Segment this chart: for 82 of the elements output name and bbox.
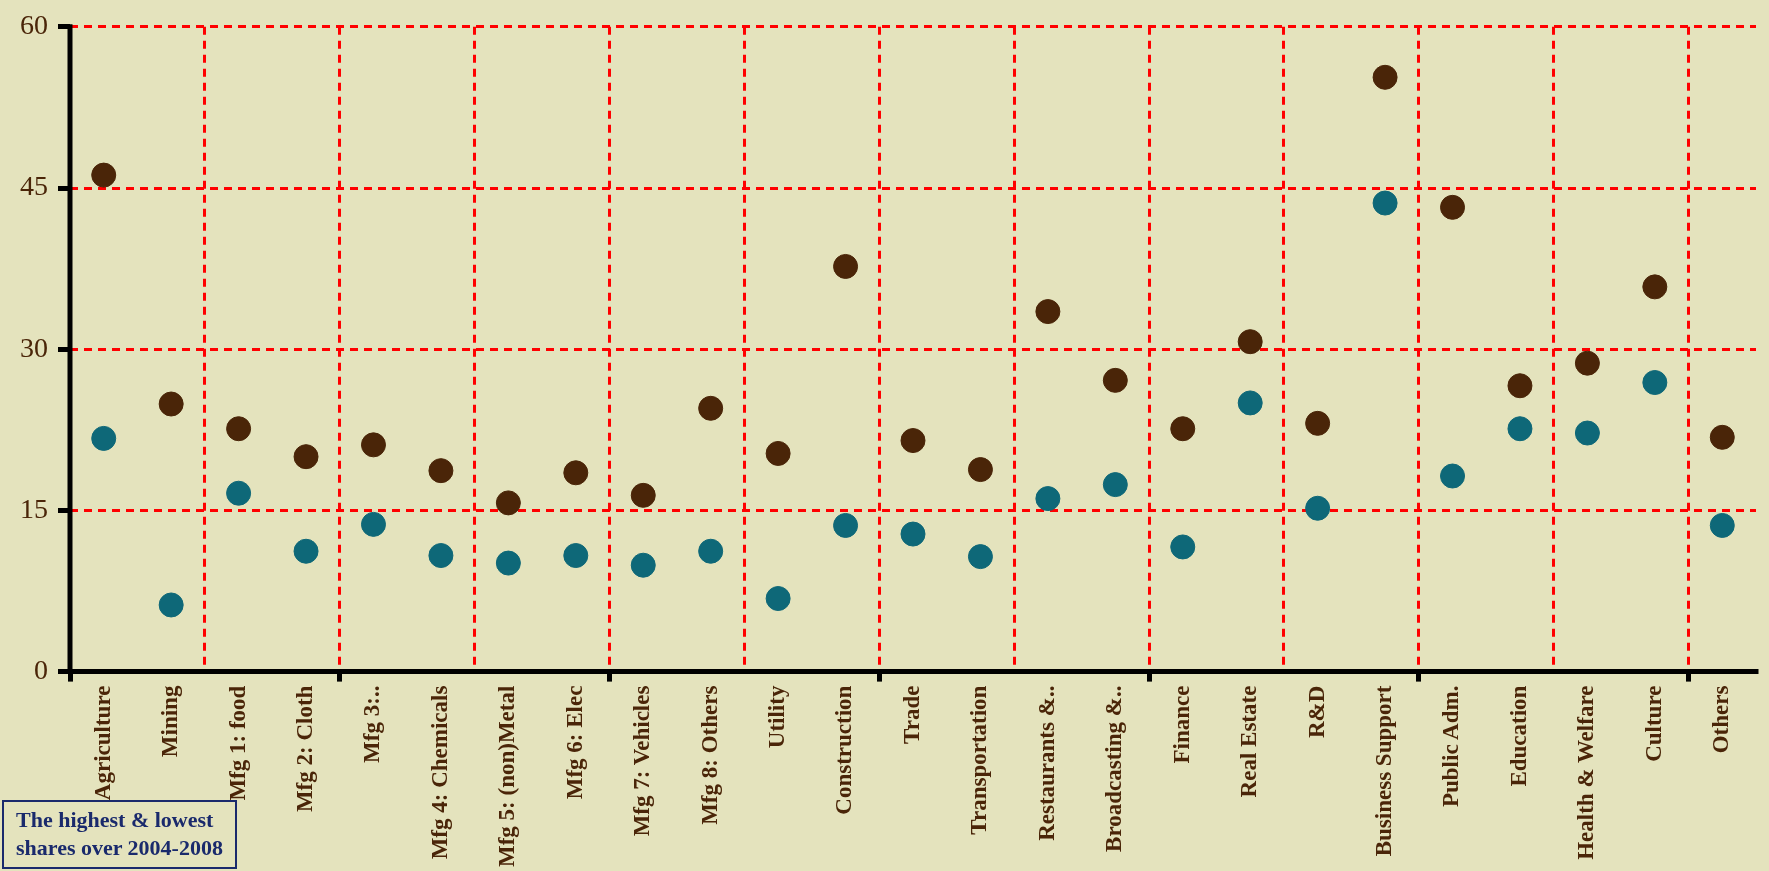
point — [91, 425, 117, 451]
point — [360, 511, 386, 537]
point — [967, 457, 993, 483]
x-tick-label: Others — [1708, 685, 1734, 754]
x-tick-label: Business Support — [1371, 685, 1397, 857]
point — [1372, 190, 1398, 216]
point — [967, 544, 993, 570]
point — [765, 586, 791, 612]
point — [1642, 370, 1668, 396]
point — [833, 253, 859, 279]
x-tick-label: Transportation — [966, 685, 992, 835]
point — [765, 440, 791, 466]
point — [1102, 472, 1128, 498]
x-tick-label: Agriculture — [89, 685, 115, 801]
point — [1035, 299, 1061, 325]
point — [1372, 64, 1398, 90]
x-tick-label: Health & Welfare — [1573, 685, 1599, 860]
x-tick-label: Mfg 1: food — [224, 685, 250, 801]
x-tick-label: Culture — [1640, 685, 1666, 762]
y-tick-label: 15 — [20, 492, 48, 524]
point — [158, 391, 184, 417]
y-tick-label: 45 — [20, 170, 48, 202]
point — [698, 538, 724, 564]
point — [1709, 512, 1735, 538]
x-tick-label: Mfg 2: Cloth — [291, 685, 317, 813]
point — [833, 512, 859, 538]
point — [900, 521, 926, 547]
x-tick-label: Finance — [1168, 685, 1194, 764]
point — [158, 592, 184, 618]
point — [1507, 373, 1533, 399]
x-tick-label: Mfg 8: Others — [696, 685, 722, 825]
point — [1170, 416, 1196, 442]
point — [495, 550, 521, 576]
point — [563, 543, 589, 569]
point — [1642, 274, 1668, 300]
y-tick-label: 30 — [20, 331, 48, 363]
x-tick-label: Mfg 5: (non)Metal — [494, 685, 520, 868]
point — [428, 458, 454, 484]
point — [360, 432, 386, 458]
x-tick-label: Trade — [898, 685, 924, 744]
point — [226, 416, 252, 442]
x-tick-label: Real Estate — [1236, 685, 1262, 798]
point — [630, 552, 656, 578]
point — [1102, 367, 1128, 393]
point — [630, 482, 656, 508]
x-tick-label: Construction — [831, 685, 857, 815]
point — [563, 460, 589, 486]
point — [1574, 350, 1600, 376]
point — [1305, 410, 1331, 436]
point — [900, 428, 926, 454]
y-tick-label: 0 — [34, 653, 48, 685]
point — [428, 543, 454, 569]
point — [1574, 420, 1600, 446]
point — [226, 480, 252, 506]
point — [293, 538, 319, 564]
x-tick-label: Public Adm. — [1438, 685, 1464, 808]
x-tick-label: Education — [1505, 685, 1531, 787]
x-tick-label: Mfg 7: Vehicles — [629, 685, 655, 837]
point — [1305, 495, 1331, 521]
x-tick-label: R&D — [1303, 685, 1329, 738]
point — [1170, 534, 1196, 560]
point — [1507, 416, 1533, 442]
point — [1440, 463, 1466, 489]
point — [1440, 194, 1466, 220]
text: The highest & lowest — [16, 805, 215, 834]
x-tick-label: Mfg 3:.. — [359, 685, 385, 763]
y-tick-label: 60 — [20, 9, 48, 41]
point — [1035, 486, 1061, 512]
x-tick-label: Mfg 4: Chemicals — [426, 685, 452, 860]
x-tick-label: Broadcasting &.. — [1101, 685, 1127, 852]
x-tick-label: Restaurants &.. — [1033, 685, 1059, 841]
x-tick-label: Mining — [157, 685, 183, 758]
point — [698, 395, 724, 421]
x-tick-label: Utility — [764, 685, 790, 749]
point — [293, 444, 319, 470]
point — [495, 490, 521, 516]
text: shares over 2004-2008 — [16, 834, 223, 863]
point — [1237, 329, 1263, 355]
point — [1237, 390, 1263, 416]
point — [91, 162, 117, 188]
x-tick-label: Mfg 6: Elec — [561, 685, 587, 800]
point — [1709, 424, 1735, 450]
